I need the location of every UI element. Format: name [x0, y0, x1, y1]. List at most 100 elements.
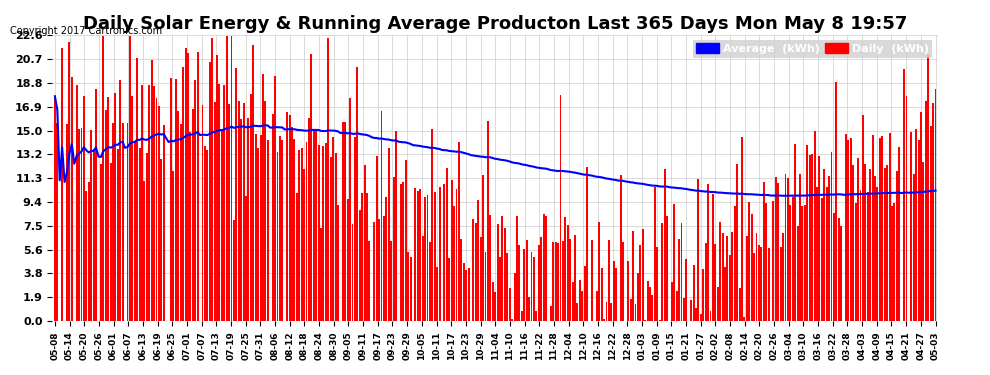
Bar — [337, 205, 339, 321]
Bar — [281, 140, 283, 321]
Bar — [601, 268, 603, 321]
Bar — [390, 241, 392, 321]
Bar — [475, 223, 477, 321]
Bar — [678, 239, 680, 321]
Bar — [734, 206, 736, 321]
Bar — [777, 183, 779, 321]
Bar — [760, 248, 762, 321]
Bar — [88, 182, 90, 321]
Bar — [241, 119, 243, 321]
Bar — [214, 102, 216, 321]
Bar — [536, 311, 538, 321]
Bar — [358, 210, 360, 321]
Bar — [231, 36, 233, 321]
Bar — [663, 169, 665, 321]
Bar — [642, 229, 644, 321]
Bar — [160, 159, 162, 321]
Bar — [603, 318, 605, 321]
Bar — [257, 148, 259, 321]
Bar — [112, 123, 114, 321]
Bar — [333, 136, 334, 321]
Bar — [90, 129, 92, 321]
Bar — [586, 167, 588, 321]
Bar — [204, 146, 206, 321]
Bar — [233, 220, 235, 321]
Bar — [620, 175, 622, 321]
Bar — [259, 135, 261, 321]
Bar — [477, 200, 479, 321]
Bar — [867, 192, 869, 321]
Bar — [296, 193, 298, 321]
Bar — [806, 145, 808, 321]
Bar — [170, 78, 172, 321]
Bar — [467, 268, 469, 321]
Bar — [698, 179, 699, 321]
Bar — [506, 253, 508, 321]
Bar — [148, 85, 150, 321]
Bar — [849, 138, 851, 321]
Bar — [153, 86, 155, 321]
Bar — [146, 153, 148, 321]
Bar — [705, 243, 707, 321]
Bar — [100, 164, 102, 321]
Bar — [323, 146, 325, 321]
Bar — [330, 157, 332, 321]
Bar — [804, 205, 806, 321]
Bar — [137, 58, 139, 321]
Bar — [784, 174, 786, 321]
Bar — [127, 123, 129, 321]
Bar — [206, 150, 208, 321]
Bar — [802, 206, 804, 321]
Bar — [615, 268, 617, 321]
Bar — [538, 245, 540, 321]
Bar — [53, 96, 55, 321]
Bar — [750, 214, 752, 321]
Bar — [557, 243, 559, 321]
Bar — [828, 176, 830, 321]
Bar — [345, 122, 346, 321]
Bar — [514, 273, 516, 321]
Bar — [216, 55, 218, 321]
Bar — [448, 258, 450, 321]
Bar — [845, 134, 847, 321]
Bar — [66, 124, 68, 321]
Bar — [923, 162, 925, 321]
Bar — [472, 219, 474, 321]
Bar — [836, 82, 838, 321]
Bar — [162, 125, 164, 321]
Bar — [489, 215, 491, 321]
Bar — [102, 36, 104, 321]
Bar — [68, 42, 70, 321]
Bar — [158, 106, 160, 321]
Bar — [303, 169, 305, 321]
Bar — [499, 257, 501, 321]
Bar — [308, 118, 310, 321]
Bar — [799, 174, 801, 321]
Bar — [187, 53, 189, 321]
Bar — [695, 308, 697, 321]
Bar — [782, 233, 784, 321]
Bar — [720, 222, 721, 321]
Bar — [712, 194, 714, 321]
Bar — [611, 303, 612, 321]
Bar — [415, 188, 417, 321]
Bar — [826, 187, 828, 321]
Bar — [898, 147, 900, 321]
Bar — [189, 132, 191, 321]
Bar — [874, 177, 876, 321]
Bar — [700, 314, 702, 321]
Bar — [569, 239, 571, 321]
Bar — [613, 261, 615, 321]
Bar — [676, 291, 677, 321]
Bar — [519, 245, 521, 321]
Bar — [906, 96, 908, 321]
Bar — [444, 183, 446, 321]
Bar — [549, 306, 551, 321]
Bar — [289, 115, 290, 321]
Bar — [221, 129, 223, 321]
Bar — [579, 280, 581, 321]
Bar — [608, 240, 610, 321]
Bar — [238, 101, 240, 321]
Bar — [729, 255, 731, 321]
Bar — [748, 202, 750, 321]
